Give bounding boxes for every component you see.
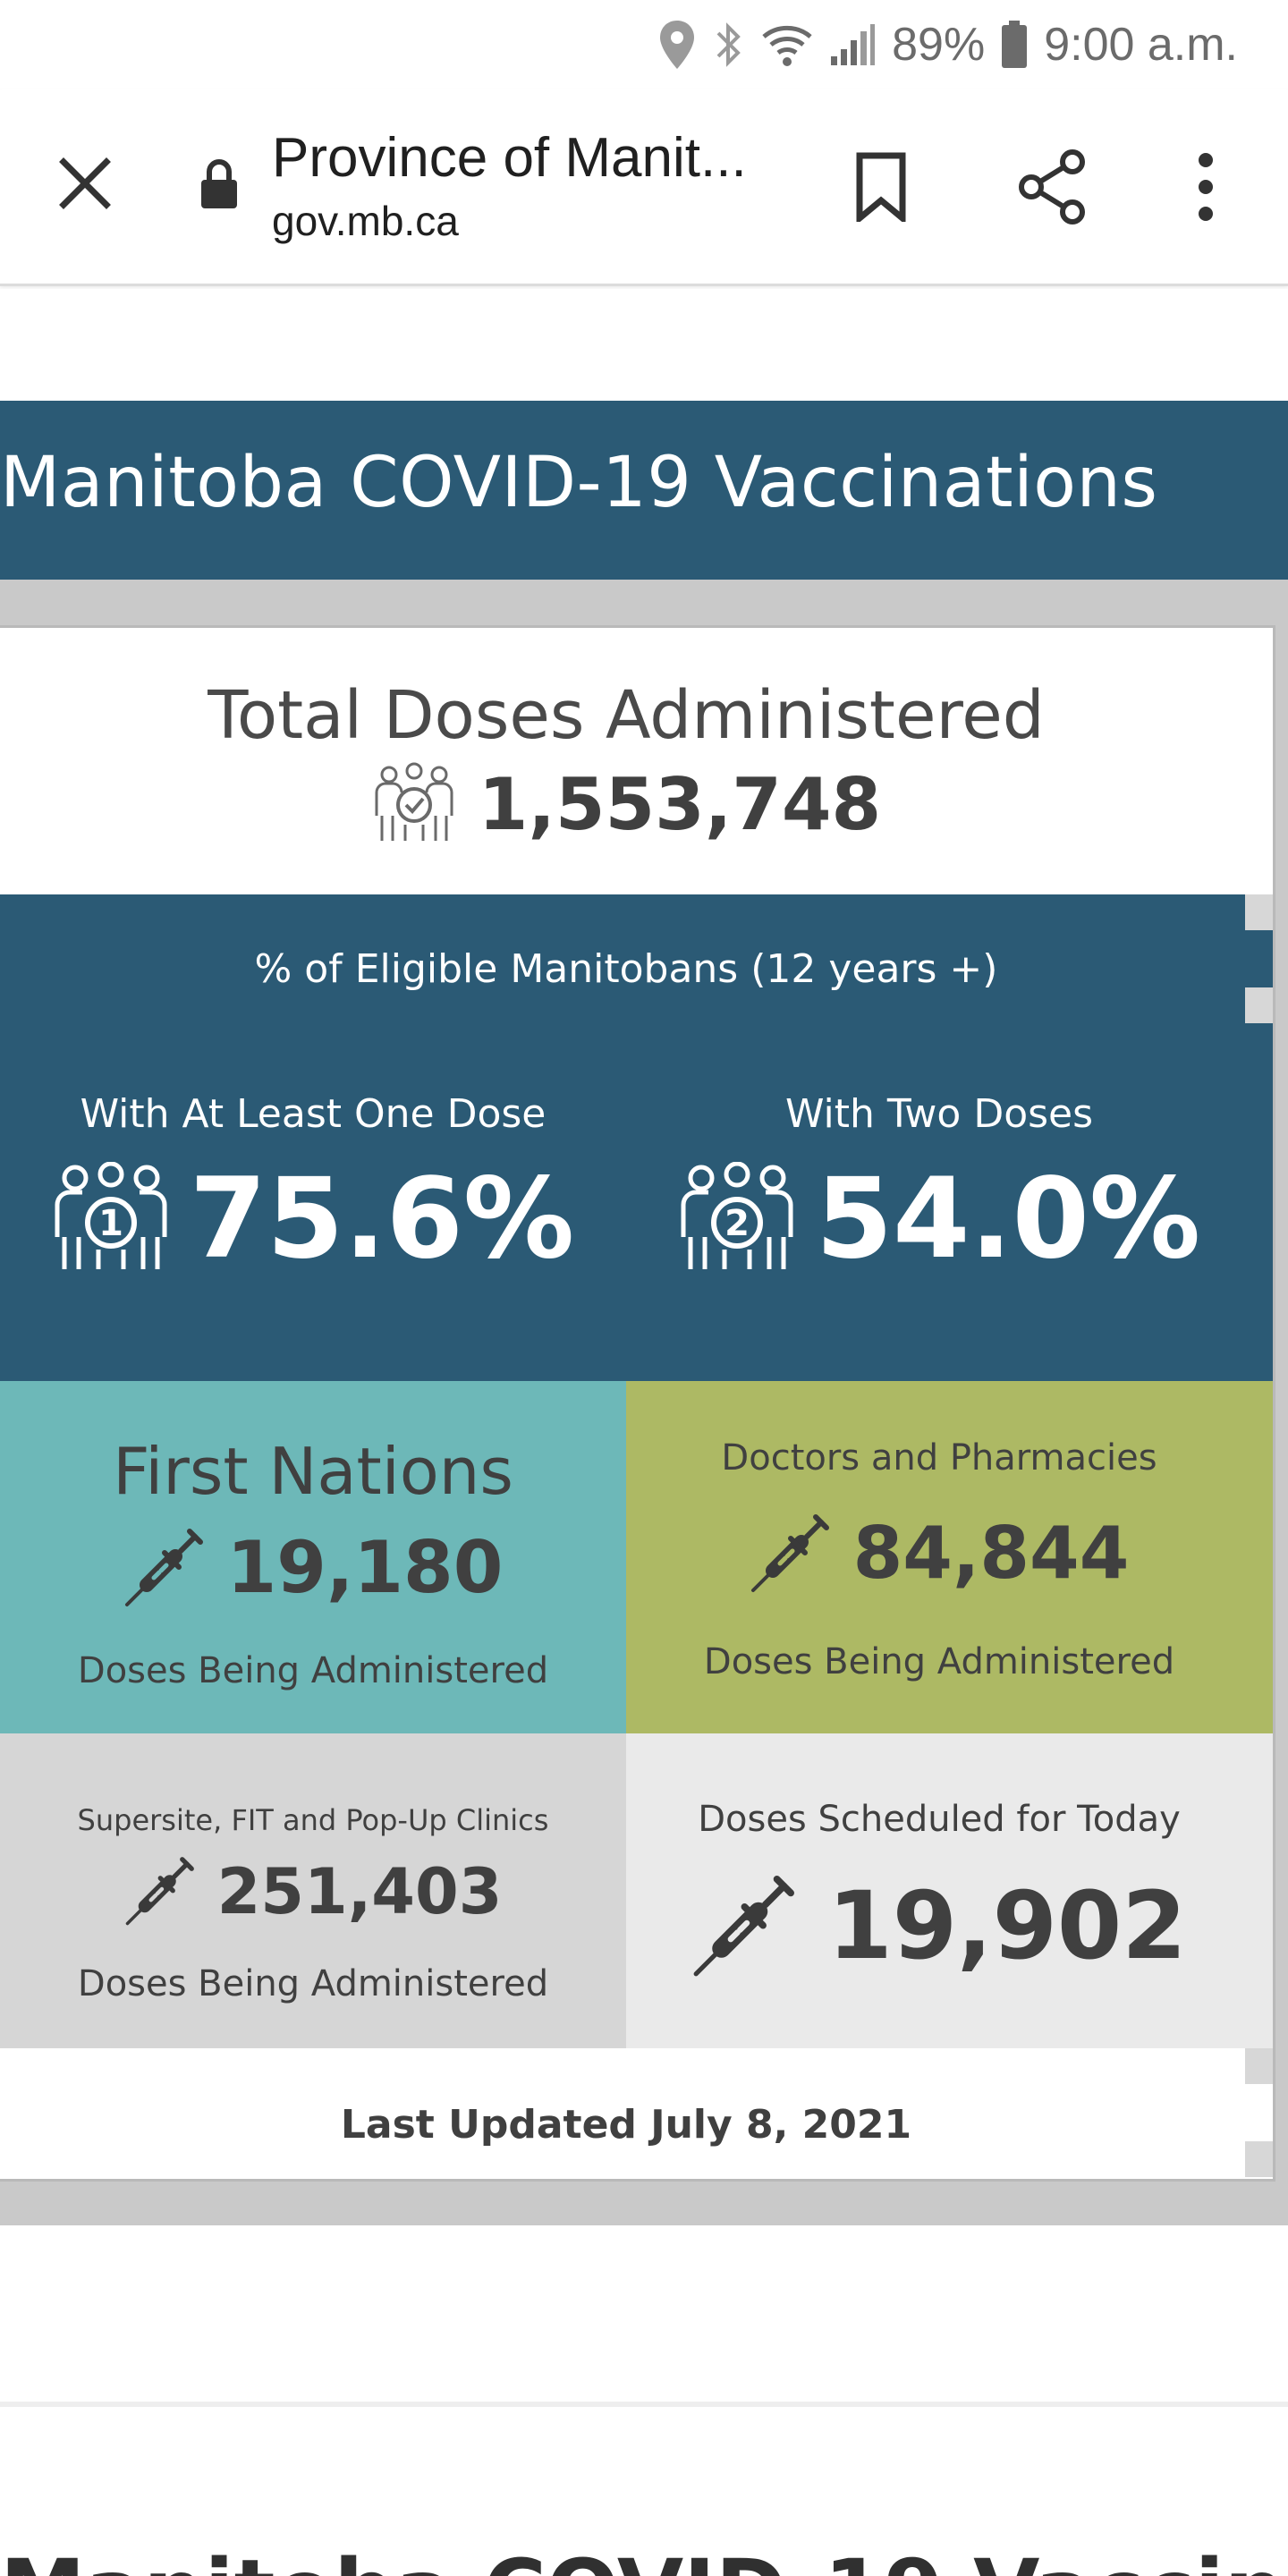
group-check-icon <box>371 762 457 847</box>
doctors-pharmacies-tile: Doctors and Pharmacies 84,844 <box>626 1381 1273 1733</box>
syringe-icon <box>750 1508 835 1598</box>
browser-toolbar: Province of Manit... gov.mb.ca <box>0 89 1288 286</box>
last-updated-text: Last Updated July 8, 2021 <box>340 2102 912 2147</box>
first-nations-title: First Nations <box>113 1434 513 1509</box>
eligible-heading: % of Eligible Manitobans (12 years +) <box>254 946 998 992</box>
panel-edge-marker <box>1245 2141 1273 2177</box>
doctors-caption: Doses Being Administered <box>703 1641 1175 1682</box>
next-section-title-text: Manitoba COVID-19 Vaccinations <box>0 2548 1288 2576</box>
supersite-caption: Doses Being Administered <box>77 1963 549 2004</box>
two-doses-value: 54.0% <box>815 1155 1201 1284</box>
svg-text:1: 1 <box>98 1203 123 1244</box>
one-dose-stat: With At Least One Dose 1 <box>0 1091 626 1277</box>
group-one-icon: 1 <box>52 1161 170 1277</box>
vaccination-dashboard[interactable]: Total Doses Administered 1,553,748 <box>0 625 1275 2182</box>
first-nations-caption: Doses Being Administered <box>77 1650 549 1691</box>
scheduled-today-tile: Doses Scheduled for Today 19, <box>626 1733 1273 2048</box>
close-icon[interactable] <box>47 145 123 222</box>
section-divider <box>0 2402 1288 2407</box>
lock-icon[interactable] <box>195 154 243 213</box>
supersite-clinics-tile: Supersite, FIT and Pop-Up Clinics <box>0 1733 626 2048</box>
eligible-panel: % of Eligible Manitobans (12 years +) Wi… <box>0 894 1273 1381</box>
first-nations-tile: First Nations 19,180 <box>0 1381 626 1733</box>
clock: 9:00 a.m. <box>1044 19 1238 71</box>
status-bar: 89% 9:00 a.m. <box>0 0 1288 89</box>
web-page: Manitoba COVID-19 Vaccinations Total Dos… <box>0 289 1288 2576</box>
banner-title: Manitoba COVID-19 Vaccinations <box>0 443 1158 523</box>
panel-edge-marker <box>1245 894 1273 930</box>
scheduled-title: Doses Scheduled for Today <box>698 1799 1181 1840</box>
one-dose-value: 75.6% <box>189 1155 575 1284</box>
page-domain[interactable]: gov.mb.ca <box>272 198 459 244</box>
doctors-value: 84,844 <box>852 1511 1130 1595</box>
page-title[interactable]: Province of Manit... <box>272 127 747 189</box>
bluetooth-icon <box>713 19 745 71</box>
syringe-icon <box>124 1852 199 1931</box>
syringe-icon <box>123 1522 209 1613</box>
last-updated-panel: Last Updated July 8, 2021 <box>0 2048 1273 2179</box>
doctors-title: Doctors and Pharmacies <box>721 1437 1157 1479</box>
total-doses-heading: Total Doses Administered <box>208 677 1045 754</box>
two-doses-label: With Two Doses <box>784 1091 1094 1137</box>
group-two-icon: 2 <box>678 1161 796 1277</box>
syringe-icon <box>691 1868 802 1983</box>
first-nations-value: 19,180 <box>226 1525 504 1609</box>
svg-text:2: 2 <box>724 1203 750 1244</box>
two-doses-stat: With Two Doses 2 <box>626 1091 1252 1277</box>
signal-icon <box>829 22 876 67</box>
total-doses-value: 1,553,748 <box>478 762 882 846</box>
battery-percent: 89% <box>892 19 986 71</box>
one-dose-label: With At Least One Dose <box>80 1091 547 1137</box>
total-doses-panel: Total Doses Administered 1,553,748 <box>0 628 1273 894</box>
next-section-title: Manitoba COVID-19 Vaccinations <box>0 2543 1288 2576</box>
bookmark-icon[interactable] <box>841 147 921 227</box>
wifi-icon <box>761 22 813 67</box>
battery-icon <box>1001 21 1028 69</box>
status-icons: 89% 9:00 a.m. <box>657 16 1238 73</box>
supersite-value: 251,403 <box>216 1854 503 1928</box>
more-vert-icon[interactable] <box>1181 145 1231 229</box>
supersite-title: Supersite, FIT and Pop-Up Clinics <box>77 1803 549 1837</box>
location-icon <box>657 19 697 71</box>
dashboard-banner: Manitoba COVID-19 Vaccinations <box>0 401 1288 580</box>
scheduled-value: 19,902 <box>827 1870 1187 1980</box>
panel-edge-marker <box>1245 2048 1273 2084</box>
share-icon[interactable] <box>1011 145 1095 229</box>
panel-edge-marker <box>1245 987 1273 1023</box>
